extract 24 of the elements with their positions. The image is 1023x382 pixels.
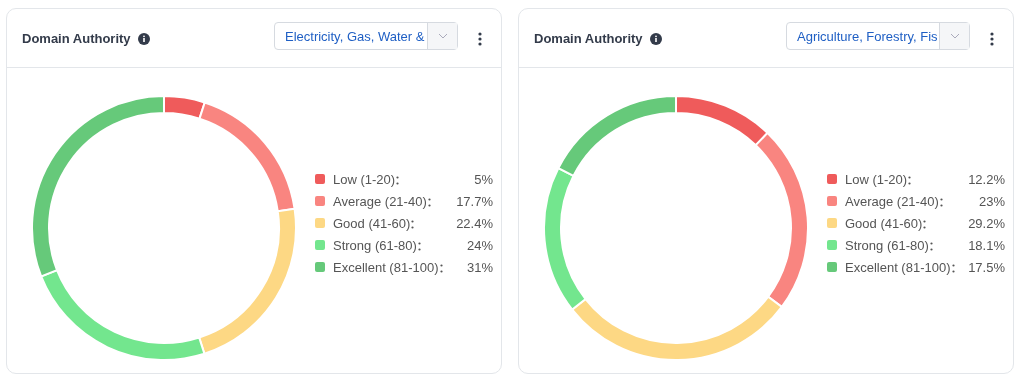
data-label: 17.7% (455, 193, 493, 209)
legend-label: Low (1-20) (333, 171, 396, 187)
legend-label: Average (21-40) (845, 193, 939, 209)
chart-subtitle: Electricity, Gas, Water & (284, 28, 426, 44)
legend-label: Low (1-20) (845, 171, 908, 187)
chart-subtitle: Agriculture, Forestry, Fis (796, 28, 939, 44)
data-label: 24% (465, 237, 493, 253)
data-label: 5% (473, 171, 493, 187)
legend-label: Excellent (81-100) (333, 259, 439, 275)
legend-label: Good (41-60) (333, 215, 411, 231)
chart-title: Domain Authority (534, 31, 643, 46)
data-label: 29.2% (967, 215, 1005, 231)
data-label: 17.5% (967, 259, 1005, 275)
legend-label: Strong (61-80) (845, 237, 929, 253)
legend-label: Excellent (81-100) (845, 259, 951, 275)
legend-label: Strong (61-80) (333, 237, 417, 253)
data-label: 12.2% (967, 171, 1005, 187)
data-label: 23% (977, 193, 1005, 209)
legend-label: Average (21-40) (333, 193, 427, 209)
data-label: 18.1% (967, 237, 1005, 253)
data-label: 22.4% (455, 215, 493, 231)
legend-label: Good (41-60) (845, 215, 923, 231)
data-label: 31% (465, 259, 493, 275)
chart-title: Domain Authority (22, 31, 131, 46)
